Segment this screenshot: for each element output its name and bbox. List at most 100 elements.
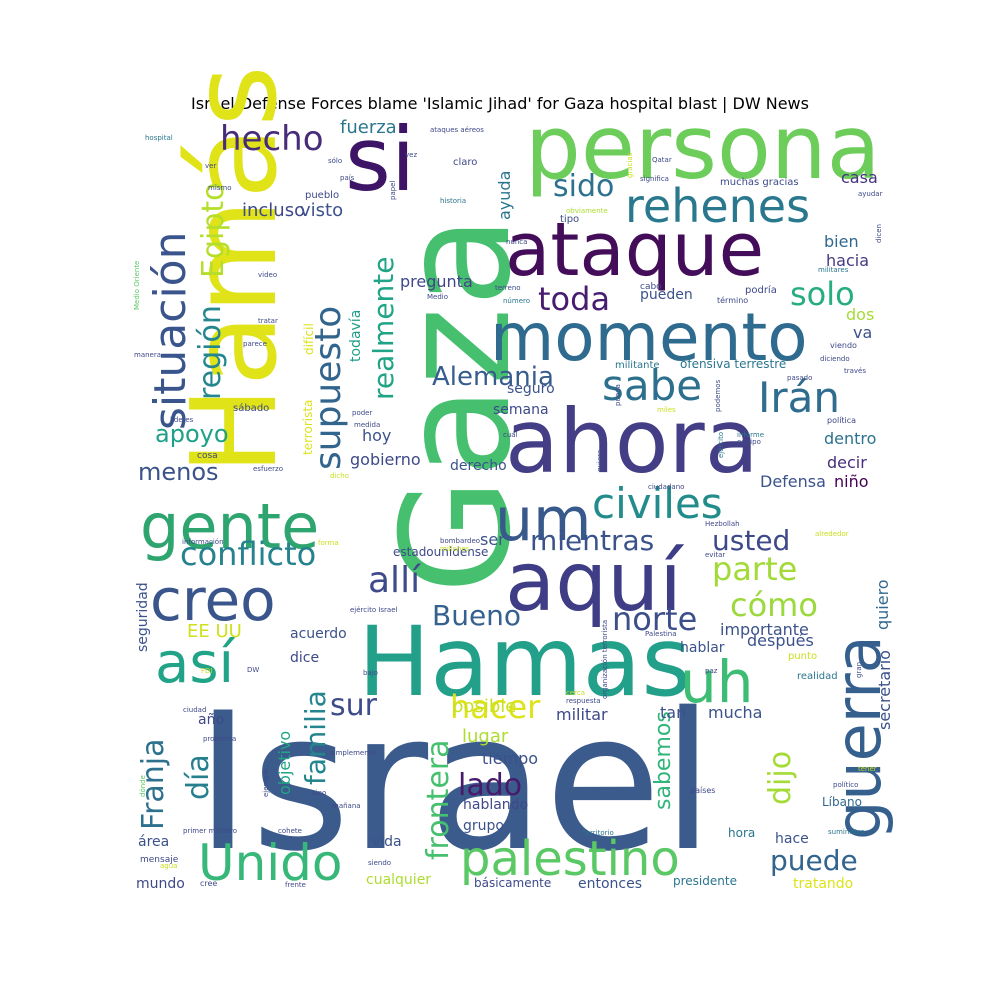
chart-title: Israel Defense Forces blame 'Islamic Jih… [191, 94, 809, 113]
word-rehenes: rehenes [625, 179, 810, 233]
word-medida: medida [354, 421, 380, 429]
word-region: región [193, 305, 228, 400]
word-dentro: dentro [824, 429, 876, 448]
word-hamas: Hamas [358, 606, 691, 718]
word-numero: número [503, 297, 530, 305]
word-nunca: nunca [506, 238, 527, 246]
word-pregunta: pregunta [400, 272, 473, 291]
word-incluso: incluso [242, 200, 305, 221]
word-ataques-aereos: ataques aéreos [430, 126, 484, 134]
word-defensa: Defensa [760, 472, 826, 491]
word-pais: país [340, 174, 355, 182]
word-palestina: Palestina [645, 630, 677, 638]
word-realidad: realidad [797, 671, 838, 682]
word-puede: puede [770, 844, 858, 877]
word-manana: mañana [332, 802, 361, 810]
word-muchas-gracias: muchas gracias [720, 177, 799, 188]
word-alemania: Alemania [432, 362, 554, 392]
word-pueblo: pueblo [305, 190, 339, 201]
word-fuerza: fuerza [340, 117, 397, 138]
word-gran: gran [855, 662, 863, 678]
word-esfuerzo: esfuerzo [253, 465, 283, 473]
word-alrededor: alrededor [815, 530, 849, 538]
word-politico: político [833, 781, 858, 789]
word-ciudad: ciudad [183, 706, 206, 714]
word-lideres: lideres [170, 416, 194, 424]
word-frontera: frontera [421, 739, 456, 860]
word-egipto: Egipto [196, 183, 231, 279]
word-paz: paz [705, 667, 718, 675]
word-despues: después [747, 631, 814, 650]
word-sabemos: sabemos [651, 711, 676, 810]
word-solo: solo [790, 275, 855, 313]
word-estadounidense: estadounidense [393, 545, 488, 559]
word-hora: hora [728, 826, 755, 840]
word-respuesta: respuesta [566, 697, 601, 705]
word-uh: uh [680, 648, 754, 716]
word-video: video [258, 271, 277, 279]
word-asi: así [155, 631, 236, 696]
word-manera: manera [134, 351, 161, 359]
word-gente: gente [140, 490, 319, 563]
word-cerca: cerca [566, 689, 585, 697]
word-tiempo: tiempo [482, 749, 538, 768]
word-historia: historia [440, 197, 466, 205]
word-familia: familia [299, 690, 332, 785]
word-presidente: presidente [673, 874, 737, 888]
word-pueda: pueda [614, 384, 622, 406]
word-toda: toda [538, 280, 610, 318]
word-ver: ver [205, 162, 216, 170]
word-medio-oriente: Medio Oriente [133, 261, 141, 310]
word-nino: niño [834, 472, 869, 491]
word-ayuda: ayuda [495, 171, 514, 220]
word-todavia: todavía [348, 310, 364, 362]
word-ofensiva-terrestre: ofensiva terrestre [680, 357, 786, 371]
word-podemos: podemos [714, 379, 722, 412]
word-sido: sido [553, 169, 614, 204]
word-obviamente: obviamente [566, 207, 608, 215]
word-ciudadano: ciudadano [648, 483, 684, 491]
word-sabe: sabe [602, 361, 702, 410]
word-dicen: dicen [875, 224, 883, 243]
word-hospital: hospital [145, 134, 173, 142]
word-visto: visto [300, 200, 343, 221]
word-hace: hace [775, 831, 809, 847]
word-hacia: hacia [826, 251, 869, 270]
word-hacer: hacer [450, 688, 541, 726]
word-area: área [138, 834, 169, 850]
word-bajo: bajo [363, 669, 378, 677]
word-cree: cree [200, 879, 217, 888]
word-lugar: lugar [462, 726, 509, 747]
word-sabado: sábado [233, 402, 269, 414]
word-tratar: tratar [258, 317, 278, 325]
word-seguro: seguro [507, 381, 555, 397]
word-territorio: territorio [583, 829, 614, 837]
word-hoy: hoy [362, 426, 391, 445]
word-dos: dos [846, 305, 874, 324]
word-aqui: aquí [505, 535, 684, 630]
word-traves: través [844, 367, 866, 375]
word-persona: persona [525, 96, 881, 199]
word-gaza: Gaza [370, 215, 544, 594]
word-dijo: dijo [763, 751, 798, 805]
word-acuerdo: acuerdo [290, 626, 347, 642]
word-politica: política [827, 416, 856, 425]
word-va: va [853, 323, 872, 342]
word-ejercito-israel: ejército Israel [350, 606, 398, 614]
word-quiero: quiero [873, 579, 892, 630]
word-forma: forma [318, 539, 339, 547]
word-cualquier: cualquier [366, 872, 431, 888]
word-franja: Franja [136, 738, 171, 830]
word-guerra: guerra [822, 635, 895, 840]
word-mensaje: mensaje [140, 855, 179, 865]
word-cual: cuál [503, 431, 518, 439]
word-seguridad: seguridad [135, 582, 151, 652]
word-mismo: mismo [208, 184, 232, 192]
word-primer-ministro: primer ministro [183, 827, 237, 835]
word-usted: usted [712, 524, 790, 557]
word-tipo: tipo [560, 214, 579, 225]
word-millones: millones [440, 545, 470, 553]
word-gobierno: gobierno [350, 450, 421, 469]
word-norte: norte [612, 600, 697, 638]
